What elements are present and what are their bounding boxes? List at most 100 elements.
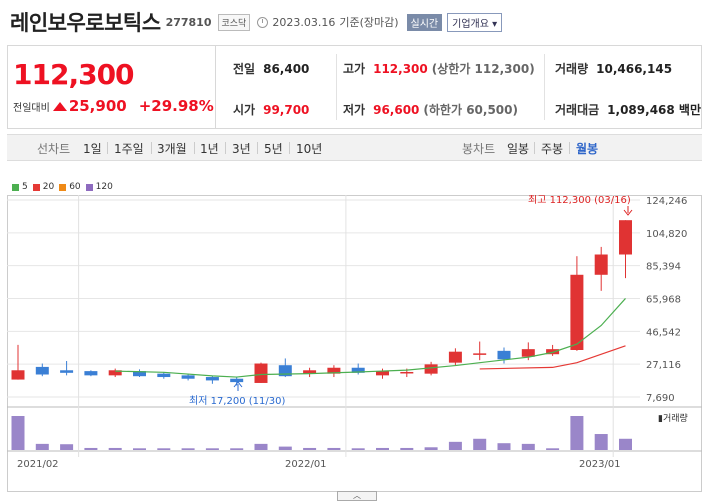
volume-bar: [376, 447, 389, 450]
realtime-button[interactable]: 실시간: [406, 13, 443, 31]
chevron-up-icon: ︿: [353, 491, 361, 500]
open-label: 시가: [233, 103, 256, 117]
tab-1y[interactable]: 1년: [200, 142, 219, 156]
ma-legend: 5 20 60 120: [12, 182, 113, 192]
volume-bar: [278, 446, 292, 450]
x-tick-label: 2023/01: [579, 459, 621, 470]
volume-bar: [157, 448, 171, 450]
candle-body: [497, 350, 511, 360]
change-amount: 25,900: [68, 97, 127, 115]
tab-monthly[interactable]: 월봉: [576, 142, 599, 156]
candle-body: [521, 349, 535, 357]
divider: [225, 142, 226, 154]
volume-value: 10,466,145: [596, 62, 673, 76]
tab-3y[interactable]: 3년: [232, 142, 251, 156]
volume-bar: [351, 448, 365, 450]
volume-bar: [205, 448, 219, 450]
volume-bar: [181, 448, 195, 450]
amount-label: 거래대금: [555, 103, 600, 117]
y-tick-label: 104,820: [646, 229, 687, 240]
candle-body: [351, 367, 365, 373]
volume: 거래량 10,466,145: [555, 60, 672, 77]
ma5-line: [115, 298, 626, 378]
candle-body: [570, 274, 584, 350]
divider: [107, 142, 108, 154]
legend-swatch: [59, 183, 67, 191]
divider: [544, 54, 545, 120]
open-value: 99,700: [263, 103, 310, 117]
high-value: 112,300: [373, 62, 428, 76]
volume-bar: [448, 441, 462, 450]
volume-bar: [60, 444, 74, 450]
high-label: 고가: [343, 62, 366, 76]
quote-date: 2023.03.16: [272, 15, 336, 29]
price-change: 전일대비 25,900 +29.98%: [13, 97, 214, 115]
clock-icon: [257, 16, 269, 28]
volume-bar: [570, 416, 584, 450]
candle-body: [327, 367, 341, 374]
candle-body: [424, 364, 438, 374]
volume-bar: [521, 443, 535, 450]
quote-basis: 기준(장마감): [339, 16, 399, 29]
candle-chart-label: 봉차트: [462, 142, 496, 156]
candle-body: [376, 371, 389, 376]
high-price: 고가 112,300 (상한가 112,300): [343, 60, 535, 77]
candle-body: [303, 370, 317, 374]
y-tick-label: 46,542: [646, 327, 681, 338]
current-price: 112,300: [13, 58, 135, 91]
volume-bar: [303, 447, 317, 450]
divider: [194, 142, 195, 154]
amount-value: 1,089,468 백만: [607, 103, 701, 117]
collapse-button[interactable]: ︿: [337, 491, 377, 501]
candle-body: [133, 371, 146, 377]
volume-bar: [473, 438, 487, 450]
tab-5y[interactable]: 5년: [264, 142, 283, 156]
legend-swatch: [85, 183, 93, 191]
divider: [336, 54, 337, 120]
legend-label: 20: [42, 182, 55, 192]
x-tick-label: 2021/02: [17, 459, 59, 470]
tab-1d[interactable]: 1일: [83, 142, 102, 156]
volume-bar: [546, 448, 560, 450]
corp-info-dropdown[interactable]: 기업개요 ▾: [447, 12, 503, 32]
volume-bar: [327, 447, 341, 450]
stock-code: 277810: [165, 15, 212, 29]
candle-body: [11, 370, 25, 380]
candle-body: [619, 220, 632, 255]
upper-limit: (상한가 112,300): [431, 62, 535, 76]
volume-bar: [497, 443, 511, 450]
candle-body: [157, 373, 171, 378]
tab-10y[interactable]: 10년: [296, 142, 323, 156]
divider: [534, 142, 535, 154]
low-annotation: 최저 17,200 (11/30): [189, 395, 285, 407]
volume-bar: [424, 447, 438, 450]
high-annotation: 최고 112,300 (03/16): [528, 195, 631, 206]
candle-body: [35, 366, 49, 375]
volume-bar: [133, 448, 146, 450]
tab-3m[interactable]: 3개월: [157, 142, 187, 156]
chart-tabs: 선차트 1일 1주일 3개월 1년 3년 5년 10년 봉차트 일봉 주봉 월봉: [7, 134, 702, 161]
volume-bar: [254, 443, 268, 450]
legend-label: 60: [69, 182, 81, 192]
volume-label: ▮거래량: [658, 412, 688, 424]
tab-weekly[interactable]: 주봉: [541, 142, 564, 156]
candle-body: [400, 371, 414, 374]
quote-panel: 112,300 전일대비 25,900 +29.98% 전일 86,400 고가 1…: [7, 45, 702, 129]
candle-body: [230, 378, 244, 383]
candle-body: [546, 349, 560, 355]
divider: [151, 142, 152, 154]
stock-chart[interactable]: 124,246 104,820 85,394 65,968 46,542 27,116 7,…: [7, 194, 702, 495]
lower-limit: (하한가 60,500): [423, 103, 518, 117]
candle-body: [448, 351, 462, 363]
y-tick-label: 27,116: [646, 360, 681, 371]
chevron-down-icon: ▾: [492, 18, 498, 30]
low-value: 96,600: [373, 103, 420, 117]
candle-body: [108, 370, 122, 376]
chart-svg: 124,246 104,820 85,394 65,968 46,542 27,116 7,…: [7, 194, 702, 492]
tab-1w[interactable]: 1주일: [114, 142, 144, 156]
low-price: 저가 96,600 (하한가 60,500): [343, 101, 518, 118]
tab-daily[interactable]: 일봉: [507, 142, 530, 156]
y-tick-label: 65,968: [646, 295, 681, 306]
divider: [257, 142, 258, 154]
volume-label: 거래량: [555, 62, 589, 76]
